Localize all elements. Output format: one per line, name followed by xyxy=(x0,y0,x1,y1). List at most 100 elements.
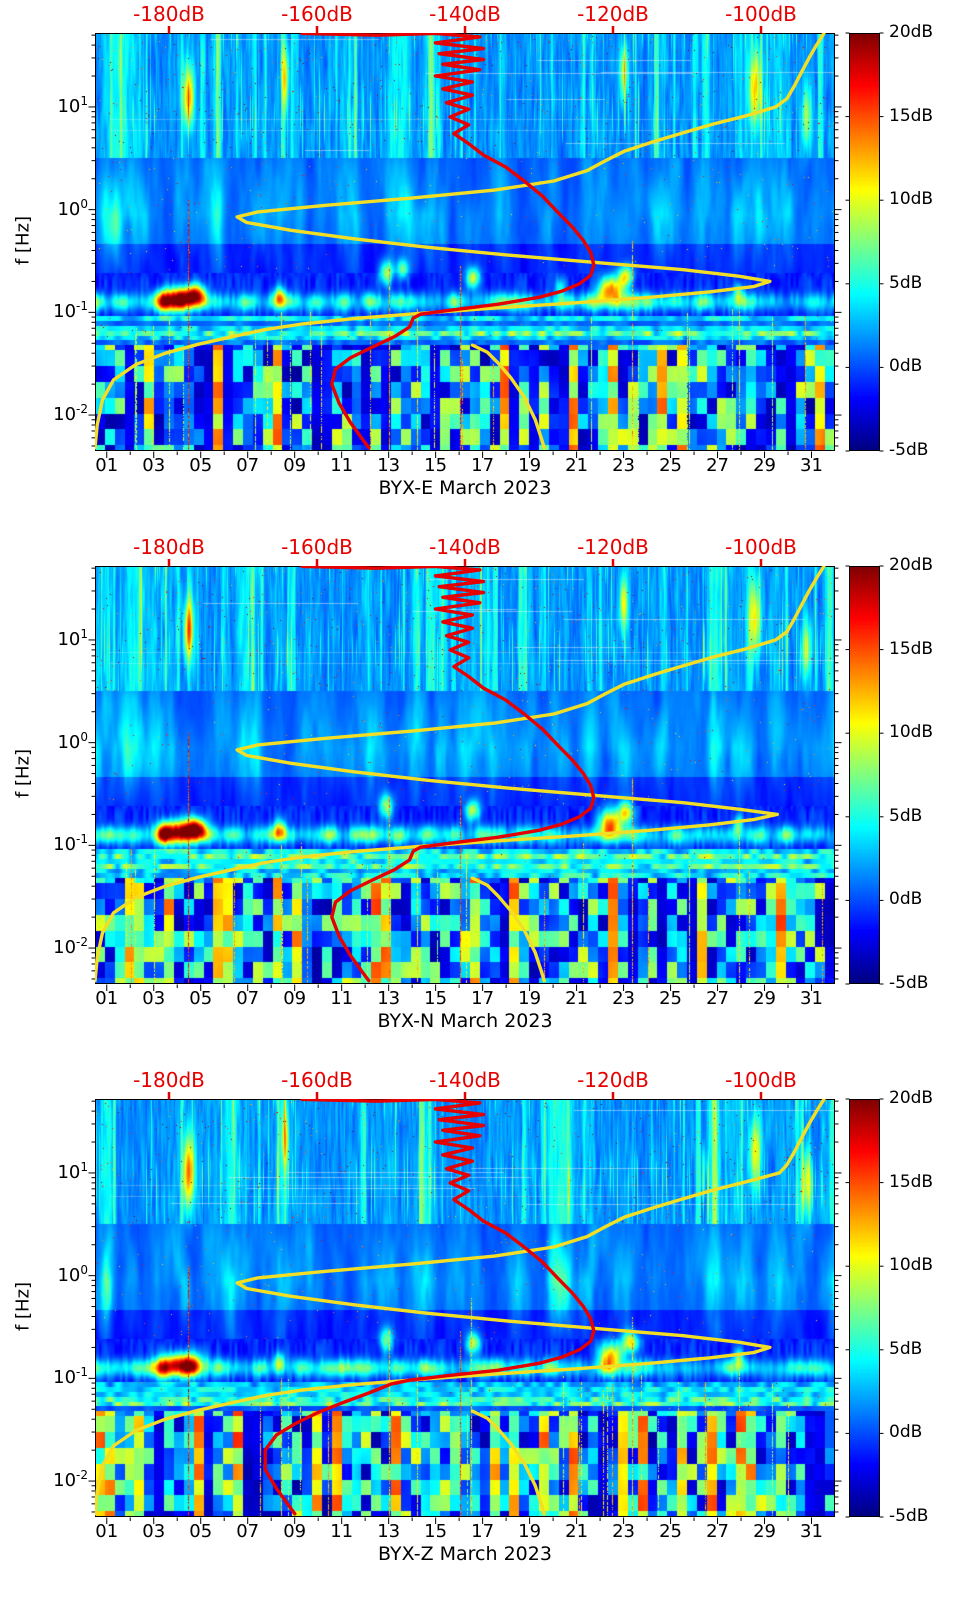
x-tick-label: 21 xyxy=(565,988,589,1009)
x-tick-label: 15 xyxy=(424,455,448,476)
top-axis-label: -100dB xyxy=(725,535,797,559)
x-tick-label: 05 xyxy=(189,455,213,476)
colorbar-tick-labels: 20dB 15dB 10dB 5dB 0dB -5dB xyxy=(0,0,962,533)
colorbar-tick-label: 0dB xyxy=(889,1422,923,1443)
x-tick-label: 23 xyxy=(612,455,636,476)
colorbar-tick-label: 5dB xyxy=(889,272,923,293)
top-axis-label: -120dB xyxy=(577,1068,649,1092)
top-axis-label: -160dB xyxy=(281,1068,353,1092)
top-axis-label: -160dB xyxy=(281,535,353,559)
x-tick-label: 17 xyxy=(471,455,495,476)
x-tick-label: 17 xyxy=(471,988,495,1009)
x-tick-labels: 01 03 05 07 09 11 13 15 17 19 21 23 25 27 29 31 xyxy=(0,1066,962,1599)
x-tick-label: 11 xyxy=(330,1521,354,1542)
x-tick-label: 19 xyxy=(518,455,542,476)
colorbar-tick-label: 20dB xyxy=(889,555,934,575)
y-tick-label: 100 xyxy=(57,1262,88,1286)
colorbar-tick-label: 10dB xyxy=(889,1255,934,1276)
top-axis-labels: -180dB -160dB -140dB -120dB -100dB xyxy=(0,533,962,1066)
x-tick-label: 05 xyxy=(189,1521,213,1542)
colorbar-tick-label: 15dB xyxy=(889,105,934,126)
x-tick-label: 23 xyxy=(612,1521,636,1542)
x-tick-label: 27 xyxy=(706,1521,729,1542)
x-tick-label: 13 xyxy=(377,1521,401,1542)
x-tick-label: 27 xyxy=(706,988,729,1009)
x-tick-label: 29 xyxy=(753,455,776,476)
panel-byx-z: f [Hz] 101 100 10-1 10-2 -180dB -160dB -140dB… xyxy=(0,1066,962,1599)
colorbar-tick-label: 20dB xyxy=(889,22,934,42)
top-axis-labels: -180dB -160dB -140dB -120dB -100dB xyxy=(0,0,962,533)
x-tick-label: 21 xyxy=(565,1521,589,1542)
y-tick-label: 10-2 xyxy=(53,1468,88,1492)
colorbar-tick-label: -5dB xyxy=(889,440,929,460)
y-tick-labels: 101 100 10-1 10-2 xyxy=(0,0,962,533)
colorbar-tick-labels: 20dB 15dB 10dB 5dB 0dB -5dB xyxy=(0,533,962,1066)
x-tick-label: 25 xyxy=(659,988,682,1009)
panel-title: BYX-Z March 2023 xyxy=(378,1543,552,1565)
colorbar-tick-label: 15dB xyxy=(889,638,934,659)
top-axis-label: -180dB xyxy=(133,1068,205,1092)
colorbar-tick-label: 20dB xyxy=(889,1088,934,1108)
y-tick-label: 100 xyxy=(57,729,88,753)
x-tick-label: 11 xyxy=(330,455,354,476)
top-axis-label: -140dB xyxy=(429,535,501,559)
x-tick-label: 31 xyxy=(800,1521,823,1542)
y-tick-label: 10-1 xyxy=(53,832,88,856)
top-axis-label: -160dB xyxy=(281,2,353,26)
x-tick-label: 13 xyxy=(377,455,401,476)
x-tick-label: 13 xyxy=(377,988,401,1009)
colorbar-tick-label: 5dB xyxy=(889,1338,923,1359)
y-tick-label: 10-2 xyxy=(53,402,88,426)
panel-title: BYX-E March 2023 xyxy=(378,477,552,499)
top-axis-label: -120dB xyxy=(577,535,649,559)
colorbar-tick-label: 10dB xyxy=(889,722,934,743)
y-tick-label: 101 xyxy=(57,93,88,117)
x-tick-label: 01 xyxy=(95,988,119,1009)
colorbar-tick-label: -5dB xyxy=(889,973,929,993)
y-tick-label: 10-2 xyxy=(53,935,88,959)
colorbar-tick-labels: 20dB 15dB 10dB 5dB 0dB -5dB xyxy=(0,1066,962,1599)
x-tick-label: 29 xyxy=(753,988,776,1009)
y-tick-labels: 101 100 10-1 10-2 xyxy=(0,1066,962,1599)
x-tick-label: 29 xyxy=(753,1521,776,1542)
x-tick-label: 07 xyxy=(236,1521,260,1542)
top-axis-label: -100dB xyxy=(725,2,797,26)
x-tick-label: 27 xyxy=(706,455,729,476)
panel-byx-e: f [Hz] 101 100 10-1 10-2 -180dB -160dB -140dB… xyxy=(0,0,962,533)
colorbar-tick-label: 5dB xyxy=(889,805,923,826)
top-axis-label: -100dB xyxy=(725,1068,797,1092)
x-tick-label: 23 xyxy=(612,988,636,1009)
x-tick-label: 01 xyxy=(95,455,119,476)
top-axis-label: -140dB xyxy=(429,2,501,26)
x-tick-label: 25 xyxy=(659,455,682,476)
x-tick-label: 19 xyxy=(518,1521,542,1542)
x-tick-label: 31 xyxy=(800,988,823,1009)
x-tick-labels: 01 03 05 07 09 11 13 15 17 19 21 23 25 27 29 31 xyxy=(0,533,962,1066)
x-tick-label: 03 xyxy=(142,455,166,476)
y-tick-labels: 101 100 10-1 10-2 xyxy=(0,533,962,1066)
colorbar-tick-label: 0dB xyxy=(889,889,923,910)
x-tick-label: 09 xyxy=(283,455,307,476)
top-axis-labels: -180dB -160dB -140dB -120dB -100dB xyxy=(0,1066,962,1599)
x-tick-label: 07 xyxy=(236,455,260,476)
top-axis-label: -120dB xyxy=(577,2,649,26)
x-tick-label: 17 xyxy=(471,1521,495,1542)
x-tick-label: 07 xyxy=(236,988,260,1009)
panel-title: BYX-N March 2023 xyxy=(377,1010,553,1032)
x-tick-label: 03 xyxy=(142,988,166,1009)
x-tick-label: 31 xyxy=(800,455,823,476)
x-tick-label: 03 xyxy=(142,1521,166,1542)
panel-byx-n: f [Hz] 101 100 10-1 10-2 -180dB -160dB -140dB… xyxy=(0,533,962,1066)
x-tick-label: 11 xyxy=(330,988,354,1009)
x-tick-label: 09 xyxy=(283,1521,307,1542)
y-tick-label: 101 xyxy=(57,1159,88,1183)
y-tick-label: 101 xyxy=(57,626,88,650)
colorbar-tick-label: -5dB xyxy=(889,1506,929,1526)
colorbar-tick-label: 15dB xyxy=(889,1171,934,1192)
x-tick-label: 15 xyxy=(424,1521,448,1542)
top-axis-label: -180dB xyxy=(133,535,205,559)
x-tick-label: 01 xyxy=(95,1521,119,1542)
y-tick-label: 10-1 xyxy=(53,299,88,323)
x-tick-label: 05 xyxy=(189,988,213,1009)
